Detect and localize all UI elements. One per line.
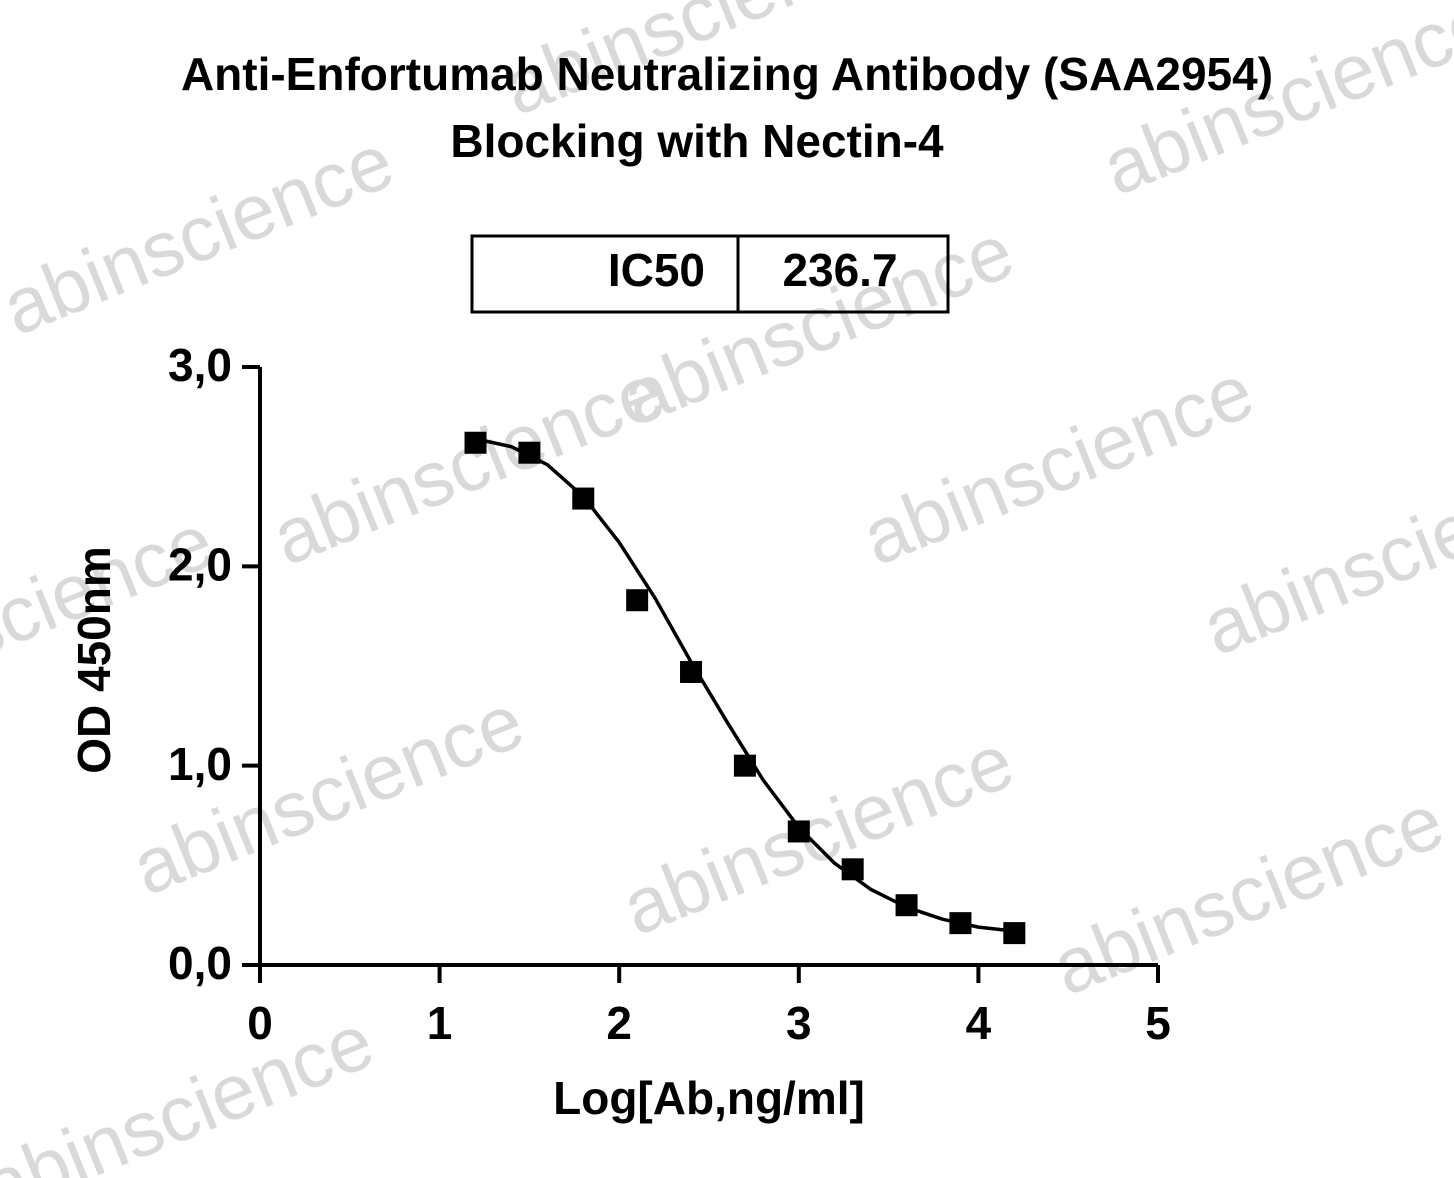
stats-box <box>470 234 950 314</box>
x-tick-label: 1 <box>427 997 453 1049</box>
data-point <box>626 589 649 612</box>
watermark: abinscience <box>260 346 675 582</box>
y-axis-label: OD 450nm <box>68 546 120 774</box>
data-point <box>787 820 810 843</box>
fit-curve <box>475 437 1015 933</box>
watermark: abinscience <box>1040 776 1454 1012</box>
y-tick-label: 1,0 <box>168 738 232 790</box>
data-point <box>1003 922 1026 945</box>
chart-title: Anti-Enfortumab Neutralizing Antibody (S… <box>181 48 1273 100</box>
watermark: abinscience <box>0 116 405 352</box>
x-axis-label: Log[Ab,ng/ml] <box>553 1072 865 1124</box>
y-tick-label: 2,0 <box>168 538 232 590</box>
watermark: abinscience <box>610 206 1025 442</box>
x-tick-label: 2 <box>606 997 632 1049</box>
stats-value: 236.7 <box>782 244 897 296</box>
stats-label: IC50 <box>608 244 705 296</box>
watermark: abinscience <box>120 676 535 912</box>
watermark: abinscience <box>0 996 385 1178</box>
y-tick-label: 0,0 <box>168 937 232 989</box>
x-tick-label: 5 <box>1145 997 1171 1049</box>
chart-title: Blocking with Nectin-4 <box>450 115 944 167</box>
x-tick-label: 4 <box>966 997 992 1049</box>
watermark: abinscience <box>1090 0 1454 212</box>
y-tick-label: 3,0 <box>168 339 232 391</box>
x-tick-label: 3 <box>786 997 812 1049</box>
data-point <box>464 431 487 454</box>
data-point <box>841 858 864 881</box>
data-point <box>680 660 703 683</box>
x-tick-label: 0 <box>247 997 273 1049</box>
watermark: abinscience <box>850 346 1265 582</box>
watermark: abinscience <box>1190 436 1454 672</box>
